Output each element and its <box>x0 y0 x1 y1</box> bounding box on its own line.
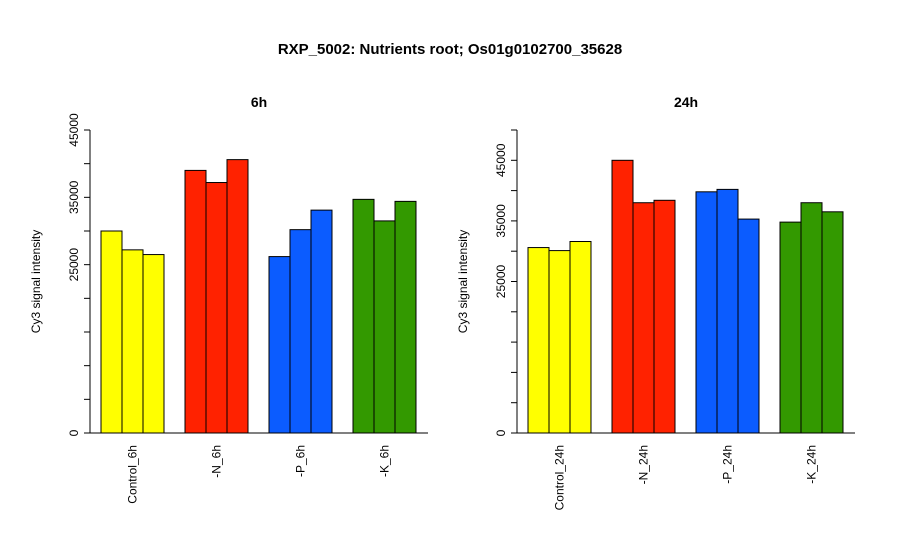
x-tick-label: Control_24h <box>553 445 567 510</box>
figure-title: RXP_5002: Nutrients root; Os01g0102700_3… <box>278 41 622 58</box>
bar-Control_6h-3 <box>142 254 165 434</box>
y-axis-label: Cy3 signal intensity <box>456 230 470 333</box>
y-tick-label: 25000 <box>67 248 81 282</box>
y-tick-label: 45000 <box>494 143 508 177</box>
x-tick-label: -P_6h <box>294 445 308 477</box>
bar-Control_24h-1 <box>527 247 550 434</box>
bar--K_24h-2 <box>800 202 823 434</box>
x-tick-label: -K_24h <box>805 445 819 484</box>
bar--P_24h-2 <box>716 188 739 434</box>
bar--N_24h-2 <box>632 202 655 434</box>
y-tick-label: 45000 <box>67 113 81 147</box>
bar--N_6h-3 <box>226 159 249 434</box>
x-tick-label: Control_6h <box>126 445 140 504</box>
bar--K_24h-3 <box>821 211 844 434</box>
y-tick-label: 35000 <box>494 204 508 238</box>
chart-panel-2: 24h Cy3 signal intensity Control_24h -N_24h… <box>456 94 855 510</box>
bar--N_24h-1 <box>611 159 634 434</box>
bar--P_6h-2 <box>289 229 312 434</box>
bar--P_6h-1 <box>268 256 291 434</box>
y-tick-label: 35000 <box>67 180 81 214</box>
y-tick-label: 25000 <box>494 264 508 298</box>
panel-title: 24h <box>674 94 698 110</box>
bar--N_24h-3 <box>653 199 676 434</box>
x-tick-label: -K_6h <box>378 445 392 477</box>
bar-Control_6h-2 <box>121 249 144 434</box>
y-tick-label: 0 <box>67 429 81 436</box>
bar-Control_24h-2 <box>548 250 571 434</box>
bar--K_24h-1 <box>779 221 802 434</box>
bar--P_24h-1 <box>695 191 718 434</box>
x-tick-label: -N_24h <box>637 445 651 484</box>
x-tick-label: -N_6h <box>210 445 224 478</box>
chart-panel-1: 6h Cy3 signal intensity Control_6h -N_6h -P_… <box>29 94 428 504</box>
bar-Control_24h-3 <box>569 241 592 434</box>
bar--N_6h-2 <box>205 182 228 434</box>
bar--K_6h-2 <box>373 220 396 434</box>
y-axis-label: Cy3 signal intensity <box>29 230 43 333</box>
bar--K_6h-1 <box>352 198 375 434</box>
bar--P_24h-3 <box>737 218 760 434</box>
bar--K_6h-3 <box>394 200 417 434</box>
bar--N_6h-1 <box>184 169 207 434</box>
bar-Control_6h-1 <box>100 230 123 434</box>
y-tick-label: 0 <box>494 429 508 436</box>
panel-title: 6h <box>251 94 267 110</box>
x-tick-label: -P_24h <box>721 445 735 484</box>
bar--P_6h-3 <box>310 209 333 434</box>
